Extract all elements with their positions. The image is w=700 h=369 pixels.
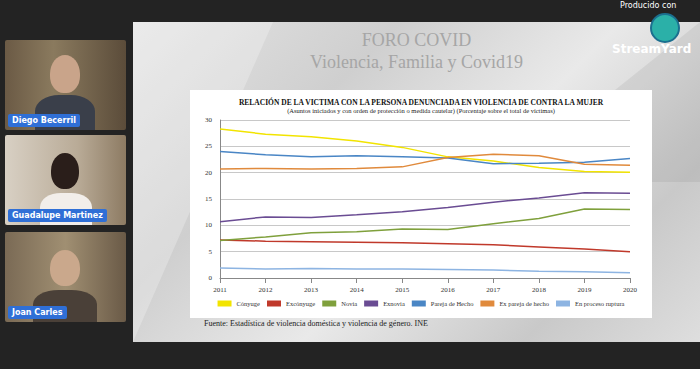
svg-text:(Asuntos iniciados y con orden: (Asuntos iniciados y con orden de protec… [287,107,555,115]
html-text:Joan Carles: Joan Carles [12,308,63,317]
svg-text:2015: 2015 [395,286,410,294]
html-text:Diego Becerril: Diego Becerril [12,116,76,125]
svg-text:2018: 2018 [532,286,547,294]
svg-text:20: 20 [205,169,213,177]
svg-text:Pareja de Hecho: Pareja de Hecho [431,300,474,307]
svg-text:15: 15 [205,195,213,203]
svg-text:En proceso ruptura: En proceso ruptura [575,300,625,307]
svg-text:2012: 2012 [259,286,274,294]
svg-text:Ex pareja de hecho: Ex pareja de hecho [499,300,549,307]
html-text:Fuente: Estadística de violenc: Fuente: Estadística de violencia domésti… [204,319,428,328]
svg-text:2016: 2016 [441,286,456,294]
svg-text:Cónyuge: Cónyuge [237,300,261,307]
svg-text:2011: 2011 [213,286,227,294]
svg-text:Exnovia: Exnovia [383,300,405,307]
svg-text:RELACIÓN DE LA VICTIMA CON LA: RELACIÓN DE LA VICTIMA CON LA PERSONA DE… [239,97,604,107]
svg-text:30: 30 [205,116,213,124]
svg-text:5: 5 [209,248,213,256]
svg-text:2019: 2019 [577,286,592,294]
svg-text:2014: 2014 [350,286,365,294]
svg-text:Novia: Novia [341,300,357,307]
svg-text:2020: 2020 [623,286,638,294]
html-text:FORO COVID: FORO COVID [361,30,472,50]
svg-text:10: 10 [205,221,213,229]
svg-text:2013: 2013 [304,286,319,294]
html-text:StreamYard: StreamYard [612,42,692,56]
html-text:Producido con: Producido con [620,1,677,10]
svg-text:2017: 2017 [486,286,501,294]
html-text:Guadalupe Martinez: Guadalupe Martinez [12,211,103,220]
svg-text:Excónyuge: Excónyuge [286,300,315,307]
html-text:Violencia, Familia y Covid19: Violencia, Familia y Covid19 [310,52,523,72]
svg-text:0: 0 [209,274,213,282]
svg-text:25: 25 [205,142,213,150]
